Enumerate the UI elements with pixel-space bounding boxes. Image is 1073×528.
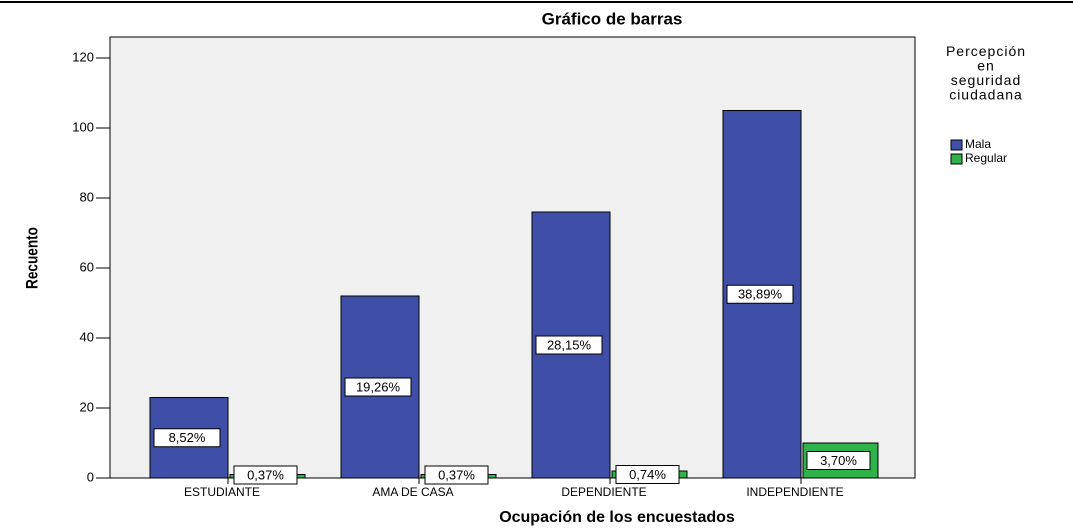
percent-label-text: 28,15% [547, 337, 592, 352]
y-tick-label: 120 [72, 49, 94, 64]
label-box [615, 465, 680, 484]
percent-label-text: 0,37% [438, 467, 475, 482]
percent-label-text: 0,37% [247, 467, 284, 482]
chart-title: Gráfico de barras [542, 9, 683, 28]
label-box [806, 451, 871, 470]
percent-label: 28,15% [535, 335, 603, 355]
percent-label: 8,52% [153, 428, 221, 448]
percent-label: 3,70% [806, 451, 871, 470]
legend-swatch [950, 139, 963, 151]
y-tick-label: 40 [80, 329, 94, 344]
legend-label: Mala [965, 137, 991, 151]
percent-label-text: 3,70% [820, 453, 857, 468]
percent-label: 38,89% [726, 284, 794, 304]
percent-label: 19,26% [344, 377, 412, 397]
x-tick-label: DEPENDIENTE [561, 485, 646, 499]
percent-label: 0,37% [424, 465, 489, 485]
y-axis-label: Recuento [23, 227, 42, 289]
x-tick-label: AMA DE CASA [372, 485, 453, 499]
label-box [344, 377, 412, 397]
percent-label-text: 38,89% [738, 287, 783, 302]
y-tick-label: 100 [72, 119, 94, 134]
percent-label: 0,74% [615, 465, 680, 484]
x-axis-label: Ocupación de los encuestados [499, 509, 735, 526]
legend-title: Percepción en seguridad ciudadana [946, 43, 1026, 103]
label-box [726, 284, 794, 304]
label-box [233, 465, 298, 485]
x-tick-label: ESTUDIANTE [184, 485, 260, 499]
label-box [153, 428, 221, 448]
x-tick-label: INDEPENDIENTE [746, 485, 843, 499]
percent-label: 0,37% [233, 465, 298, 485]
percent-label-text: 0,74% [629, 467, 666, 482]
label-box [535, 335, 603, 355]
legend-swatch [950, 153, 963, 165]
percent-label-text: 8,52% [169, 430, 206, 445]
y-tick-label: 80 [80, 189, 94, 204]
y-tick-label: 60 [80, 259, 94, 274]
y-tick-label: 20 [80, 399, 94, 414]
percent-label-text: 19,26% [356, 379, 401, 394]
y-tick-label: 0 [87, 469, 94, 484]
legend-label: Regular [965, 151, 1007, 165]
label-box [424, 465, 489, 485]
